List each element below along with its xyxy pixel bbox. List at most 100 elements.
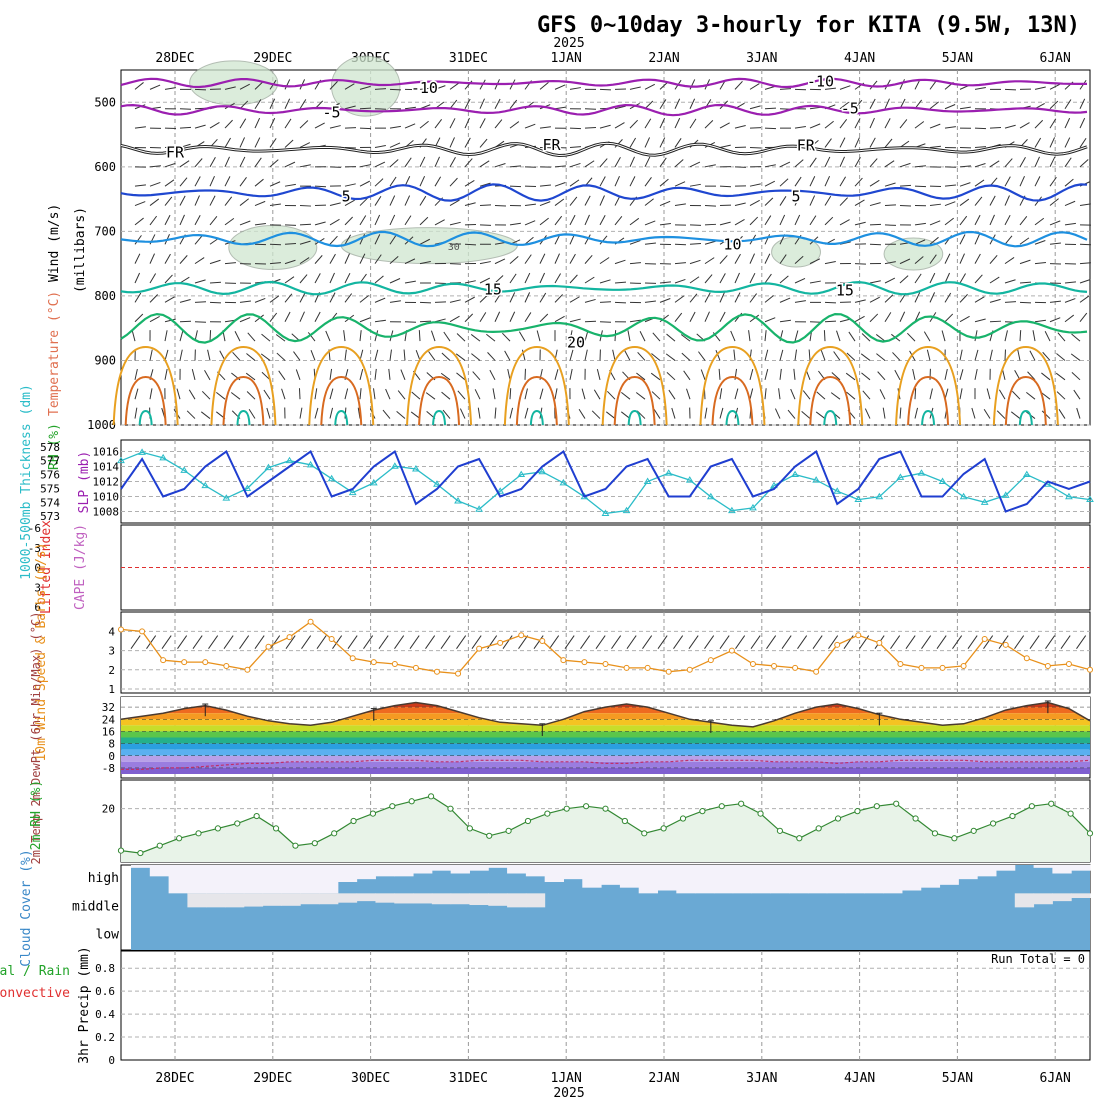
- wind-barb: [876, 353, 886, 361]
- wind-barb: [149, 294, 159, 303]
- wind-barb: [449, 99, 458, 110]
- temp-color-band: [121, 761, 1090, 768]
- wind-barb: [209, 216, 218, 226]
- wind-barb: [374, 234, 381, 245]
- thickness-point: [938, 477, 947, 484]
- wind-barb: [686, 388, 691, 400]
- wind-barb: [584, 234, 591, 245]
- wind-barb: [748, 330, 751, 342]
- wind-barb: [179, 330, 184, 342]
- wind-barb: [854, 263, 867, 265]
- thickness-point: [138, 448, 146, 455]
- wind-barb: [248, 408, 256, 419]
- wind-barb: [1032, 330, 1036, 342]
- wind-barb: [359, 330, 362, 342]
- wind-barb: [281, 388, 286, 400]
- wind-barb: [1034, 319, 1046, 323]
- precip-tick-label: 0.4: [95, 1008, 115, 1021]
- wind-barb: [389, 159, 399, 168]
- wind-barb: [681, 352, 691, 361]
- wind-barb: [869, 98, 876, 109]
- rh2m-point: [524, 817, 532, 825]
- wind-barb: [1034, 262, 1046, 265]
- wind-barb: [479, 277, 491, 284]
- wind-barb: [224, 119, 233, 129]
- wind-barb: [944, 201, 956, 207]
- wind-barb: [428, 351, 436, 361]
- wind-barb: [680, 334, 691, 342]
- surface-warm-contour: [1018, 409, 1033, 426]
- wind-barb: [569, 253, 576, 264]
- wind-barb: [959, 165, 972, 168]
- wind-barb: [419, 156, 426, 168]
- wind-barb: [524, 254, 532, 264]
- thickness-point: [243, 484, 252, 491]
- wind-barb: [719, 292, 725, 303]
- wind-barb: [509, 388, 512, 400]
- wind10m-speed-point: [370, 659, 377, 666]
- wind-barb: [734, 292, 741, 303]
- wind-barb: [704, 223, 717, 226]
- wind10m-speed-point: [1023, 655, 1030, 662]
- wind-barb: [912, 368, 916, 380]
- wind10m-speed-point: [897, 661, 904, 668]
- wind-barb: [554, 106, 566, 110]
- wind10m-speed-point: [1087, 666, 1093, 673]
- wind-barb: [554, 369, 559, 380]
- date-tick-top: 6JAN: [1040, 51, 1071, 66]
- wind10m-barb: [952, 635, 963, 649]
- temp-tick-label: 0: [108, 750, 115, 763]
- pressure-tick-label: 1000: [87, 418, 116, 432]
- wind-barb: [599, 195, 605, 206]
- wind-barb: [929, 123, 941, 129]
- surface-warm-contour: [418, 375, 461, 426]
- wind-barb: [536, 330, 541, 342]
- wind10m-barb: [905, 635, 916, 649]
- wind-barb: [1064, 298, 1076, 303]
- wind10m-speed-point: [939, 664, 946, 671]
- wind-barb: [404, 195, 411, 206]
- wind-barb: [254, 200, 266, 207]
- wind-barb: [884, 261, 896, 265]
- date-tick-bottom: 1JAN: [551, 1071, 582, 1086]
- wind-barb: [479, 224, 492, 226]
- wind-barb: [1070, 353, 1081, 361]
- wind-barb: [1004, 279, 1016, 284]
- wind-barb: [164, 162, 176, 168]
- wind-barb: [929, 254, 937, 264]
- wind-barb: [779, 178, 789, 187]
- lifted-index-tick-label: 3: [34, 581, 41, 594]
- wind10m-speed-point: [202, 659, 209, 666]
- wind-barb: [474, 389, 481, 400]
- cloud-middle-bar: [394, 893, 414, 904]
- wind10m-speed-point: [560, 657, 567, 664]
- wind-barb: [794, 125, 806, 129]
- wind-barb: [134, 201, 146, 207]
- wind-barb: [299, 257, 310, 265]
- rh-shade-patch: [228, 225, 318, 270]
- surface-warm-contour: [627, 409, 642, 426]
- wind-barb: [134, 253, 141, 264]
- cloud-high-gap: [1071, 865, 1091, 871]
- wind-barb: [269, 181, 281, 187]
- wind-barb: [1049, 300, 1061, 303]
- wind-barb: [869, 280, 881, 284]
- wind-barb: [569, 274, 578, 284]
- rh-tick-label: 20: [102, 803, 115, 816]
- wind-barb: [419, 195, 427, 206]
- wind-barb: [629, 217, 640, 226]
- wind-barb: [599, 88, 612, 91]
- wind-barb: [998, 389, 1006, 400]
- wind-barb: [764, 317, 776, 323]
- isotherm-label: -5: [841, 100, 859, 118]
- wind-barb: [941, 330, 946, 342]
- wind-barb: [263, 389, 271, 400]
- wind-barb: [749, 369, 754, 380]
- wind10m-barb: [440, 635, 451, 649]
- wind-barb: [764, 295, 774, 303]
- wind-barb: [164, 330, 168, 342]
- wind-barb: [254, 297, 266, 303]
- cloud-middle-bar: [488, 893, 508, 906]
- wind-barb: [449, 118, 456, 129]
- wind-barb: [164, 368, 168, 380]
